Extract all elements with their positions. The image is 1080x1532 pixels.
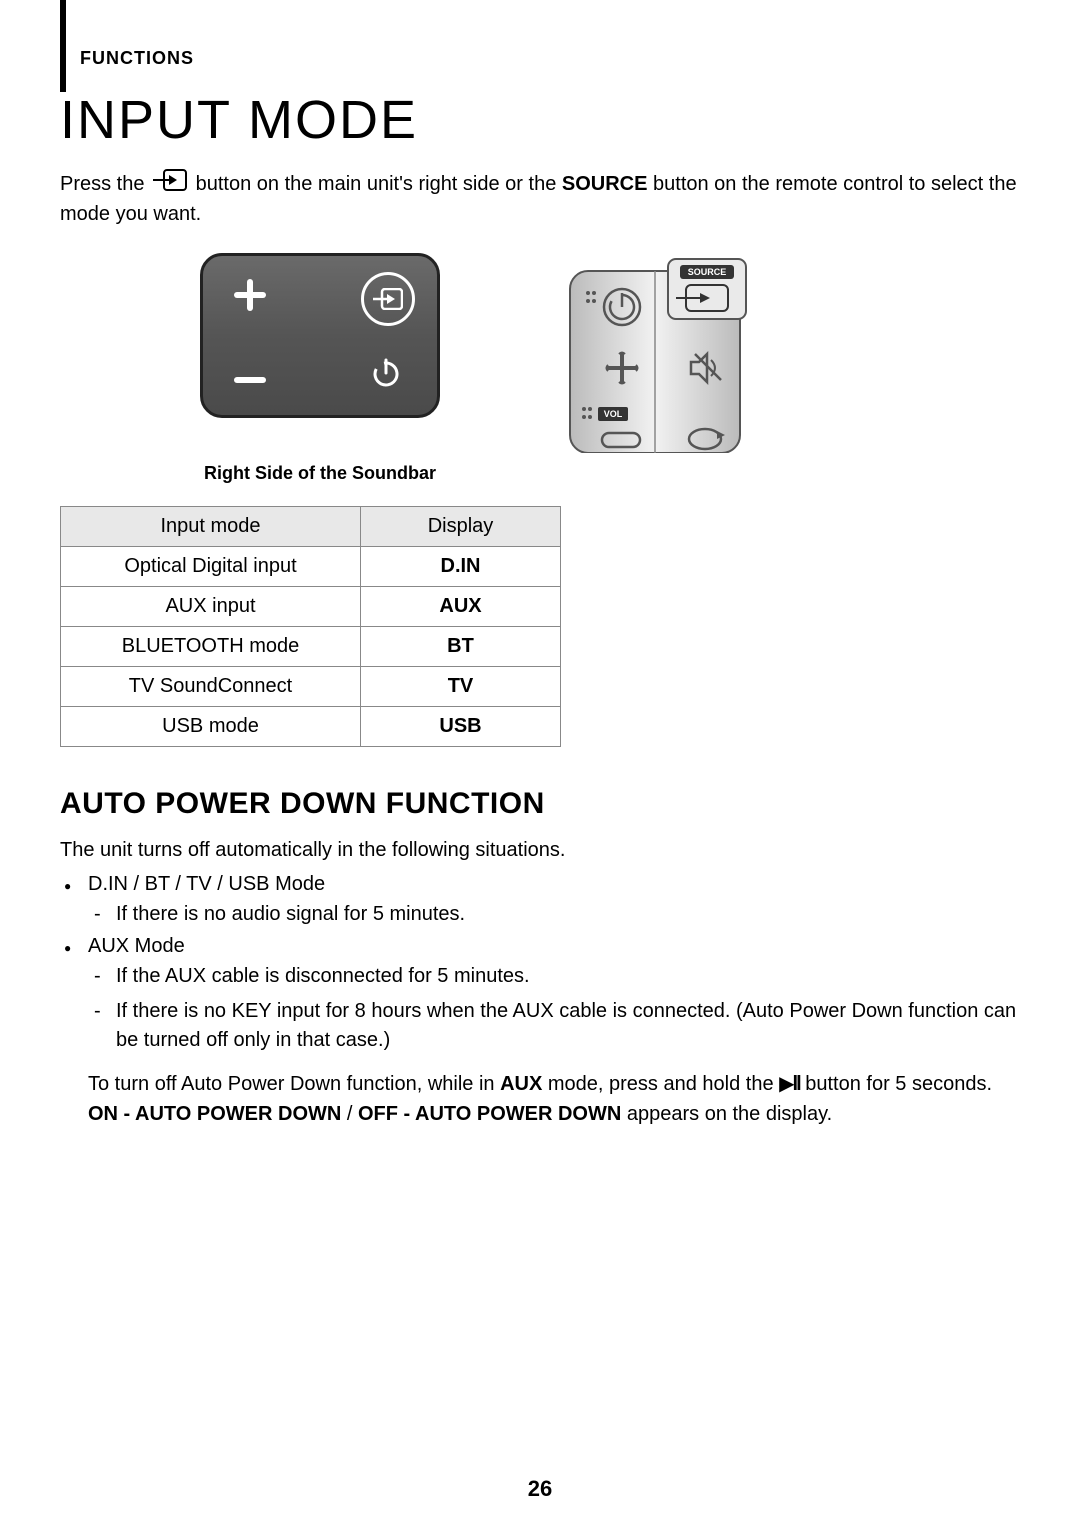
source-button-icon [361, 272, 415, 326]
remote-vol-label: VOL [604, 409, 623, 419]
soundbar-caption: Right Side of the Soundbar [200, 463, 440, 484]
page-number: 26 [0, 1476, 1080, 1502]
auto-power-bullets: D.IN / BT / TV / USB Mode If there is no… [60, 873, 1020, 1055]
table-row: Optical Digital inputD.IN [61, 547, 561, 587]
volume-up-icon [233, 274, 267, 322]
dash-item: If the AUX cable is disconnected for 5 m… [88, 962, 1020, 991]
remote-source-label: SOURCE [688, 267, 727, 277]
soundbar-side-diagram [200, 253, 440, 418]
dash-item: If there is no KEY input for 8 hours whe… [88, 997, 1020, 1055]
table-row: TV SoundConnectTV [61, 667, 561, 707]
table-row: USB modeUSB [61, 707, 561, 747]
play-pause-icon: ▶ll [779, 1073, 800, 1095]
intro-text-mid: button on the main unit's right side or … [196, 173, 562, 195]
section-label: FUNCTIONS [80, 48, 1020, 69]
vertical-accent-bar [60, 0, 66, 92]
input-mode-table: Input mode Display Optical Digital input… [60, 506, 561, 747]
table-header-mode: Input mode [61, 507, 361, 547]
bullet-item: D.IN / BT / TV / USB Mode If there is no… [60, 873, 1020, 929]
source-inline-icon [153, 169, 187, 200]
bullet-label: AUX Mode [88, 935, 185, 957]
volume-down-icon [233, 342, 267, 397]
remote-control-diagram: SOURCE VOL [560, 253, 760, 453]
intro-text-pre: Press the [60, 173, 150, 195]
auto-power-heading: AUTO POWER DOWN FUNCTION [60, 787, 1020, 821]
page-title: INPUT MODE [60, 89, 1020, 151]
turn-off-note: To turn off Auto Power Down function, wh… [60, 1069, 1020, 1129]
diagram-row: SOURCE VOL [200, 253, 1020, 453]
intro-paragraph: Press the button on the main unit's righ… [60, 169, 1020, 229]
power-icon [371, 358, 401, 393]
table-row: BLUETOOTH modeBT [61, 627, 561, 667]
table-header-display: Display [361, 507, 561, 547]
intro-source-bold: SOURCE [562, 173, 648, 195]
table-row: AUX inputAUX [61, 587, 561, 627]
bullet-label: D.IN / BT / TV / USB Mode [88, 873, 325, 895]
auto-power-intro: The unit turns off automatically in the … [60, 835, 1020, 865]
bullet-item: AUX Mode If the AUX cable is disconnecte… [60, 935, 1020, 1055]
dash-item: If there is no audio signal for 5 minute… [88, 900, 1020, 929]
